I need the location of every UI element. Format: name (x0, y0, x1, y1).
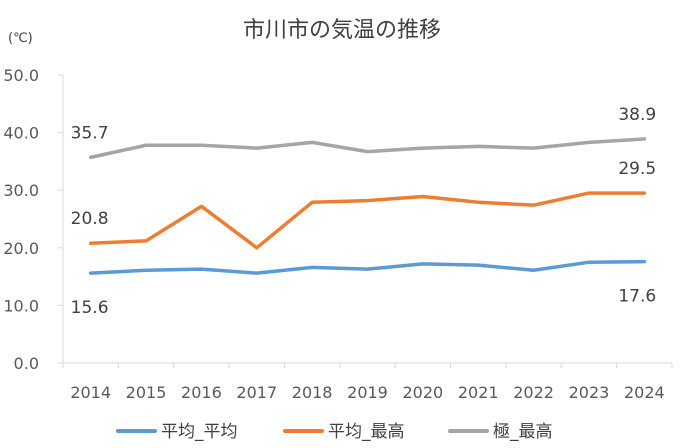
series-layer (88, 137, 647, 275)
data-label: 20.8 (71, 209, 109, 229)
x-tick-label: 2021 (458, 383, 499, 402)
legend-label-2: 平均_最高 (328, 422, 405, 442)
chart-title: 市川市の気温の推移 (243, 18, 441, 43)
legend-label-3: 極_最高 (493, 422, 553, 442)
legend: 平均_平均 平均_最高 極_最高 (116, 422, 553, 442)
legend-label-1: 平均_平均 (161, 422, 238, 442)
series-line-1 (88, 259, 647, 275)
y-axis-unit-label: (℃) (8, 31, 33, 46)
y-tick-label: 40.0 (3, 124, 39, 143)
x-tick-label: 2017 (236, 383, 277, 402)
x-tick-label: 2022 (513, 383, 554, 402)
data-label: 15.6 (71, 298, 109, 318)
x-tick-label: 2015 (126, 383, 167, 402)
y-tick-label: 20.0 (3, 239, 39, 258)
y-tick-label: 0.0 (14, 354, 39, 373)
y-tick-label: 50.0 (3, 66, 39, 85)
x-tick-label: 2014 (70, 383, 111, 402)
data-label: 17.6 (618, 287, 656, 307)
y-tick-label: 30.0 (3, 181, 39, 200)
x-tick-label: 2016 (181, 383, 222, 402)
x-tick-label: 2023 (569, 383, 610, 402)
series-line-2 (88, 191, 647, 250)
x-tick-label: 2020 (403, 383, 444, 402)
data-label: 29.5 (618, 159, 656, 179)
axes: 0.0 10.0 20.0 30.0 40.0 50.0 2014 2015 2016 2017 2… (3, 66, 673, 402)
x-tick-label: 2024 (624, 383, 665, 402)
series-line-3 (88, 137, 647, 160)
x-tick-label: 2018 (292, 383, 333, 402)
y-tick-label: 10.0 (3, 296, 39, 315)
data-label: 38.9 (618, 105, 656, 125)
data-label: 35.7 (71, 123, 109, 143)
data-labels: 15.6 17.6 20.8 29.5 35.7 38.9 (71, 105, 656, 318)
x-tick-label: 2019 (347, 383, 388, 402)
